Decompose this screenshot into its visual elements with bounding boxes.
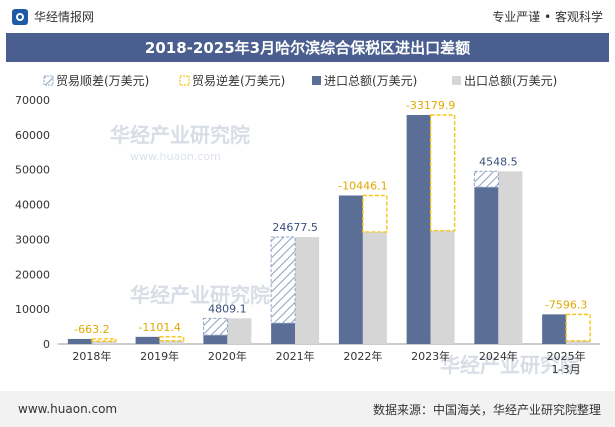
- bar-export: [227, 318, 252, 344]
- axes: 0 10000 20000 30000 40000 50000 60000 70000 2018…: [15, 94, 600, 376]
- tagline: 专业严谨 • 客观科学: [492, 10, 603, 24]
- bar-import: [542, 314, 567, 344]
- legend-label: 贸易逆差(万美元): [192, 73, 285, 88]
- y-tick-label: 0: [43, 338, 50, 351]
- bars: [67, 114, 591, 344]
- chart-area: 华经产业研究院 www.huaon.com 华经产业研究院 华经产业研究院 贸易…: [15, 73, 600, 377]
- x-tick-label: 2021年: [276, 349, 315, 363]
- watermark-url: www.huaon.com: [130, 150, 221, 163]
- x-tick-label: 2020年: [208, 349, 247, 363]
- bar-export: [91, 341, 116, 344]
- legend-swatch-deficit: [179, 75, 190, 86]
- data-label: -7596.3: [545, 298, 587, 311]
- data-label: -1101.4: [138, 321, 180, 334]
- bar-import: [338, 195, 363, 344]
- data-label: -663.2: [74, 323, 109, 336]
- bar-surplus: [202, 317, 228, 336]
- site-name: 华经情报网: [34, 10, 95, 24]
- bar-deficit: [91, 338, 117, 342]
- watermark-text: 华经产业研究院: [110, 123, 250, 147]
- bar-surplus: [270, 236, 296, 324]
- footer-source: 数据来源：中国海关，华经产业研究院整理: [372, 402, 601, 417]
- bar-surplus: [473, 170, 499, 188]
- y-tick-label: 60000: [15, 129, 50, 142]
- bar-deficit: [158, 336, 185, 342]
- watermarks: 华经产业研究院 www.huaon.com 华经产业研究院 华经产业研究院: [110, 123, 580, 377]
- chart-title: 2018-2025年3月哈尔滨综合保税区进出口差额: [6, 33, 609, 62]
- legend-swatch-import: [312, 76, 321, 85]
- huajing-logo-icon: [12, 8, 28, 25]
- legend-swatch-surplus: [43, 75, 54, 86]
- y-tick-label: 50000: [15, 164, 50, 177]
- x-tick-label: 2019年: [140, 349, 179, 363]
- bar-import: [203, 335, 228, 344]
- x-tick-label: 2025年: [547, 349, 586, 363]
- data-labels: -663.2 -1101.4 4809.1 24677.5 -10446.1 -33179…: [74, 99, 587, 336]
- x-tick-label: 2018年: [72, 349, 111, 363]
- footer: www.huaon.com 数据来源：中国海关，华经产业研究院整理: [0, 391, 615, 427]
- brand: 华经情报网: [12, 8, 94, 25]
- bar-deficit: [362, 194, 388, 233]
- bar-deficit: [565, 313, 591, 342]
- legend-label: 进口总额(万美元): [324, 74, 417, 88]
- footer-url: www.huaon.com: [18, 402, 118, 416]
- bar-import: [67, 338, 92, 344]
- data-label: -10446.1: [338, 180, 387, 193]
- bar-import: [135, 336, 160, 344]
- bar-import: [271, 323, 296, 344]
- bar-export: [362, 231, 387, 344]
- bar-export: [498, 171, 523, 344]
- watermark-text: 华经产业研究院: [130, 283, 270, 307]
- y-tick-label: 70000: [15, 94, 50, 107]
- bar-deficit: [429, 114, 456, 232]
- top-bar: 华经情报网 专业严谨 • 客观科学: [0, 0, 615, 33]
- y-tick-label: 20000: [15, 268, 50, 281]
- data-label: 4809.1: [208, 302, 247, 315]
- legend: 贸易顺差(万美元) 贸易逆差(万美元) 进口总额(万美元) 出口总额(万美元): [43, 73, 557, 88]
- data-label: -33179.9: [406, 99, 455, 112]
- bar-import: [406, 114, 431, 344]
- legend-swatch-export: [452, 76, 461, 85]
- legend-label: 出口总额(万美元): [464, 74, 557, 88]
- bar-export: [295, 237, 320, 344]
- bar-export: [566, 340, 591, 344]
- watermark-text: 华经产业研究院: [440, 353, 580, 377]
- y-tick-label: 30000: [15, 233, 50, 246]
- x-tick-label: 2024年: [479, 349, 518, 363]
- data-label: 4548.5: [479, 155, 518, 168]
- x-tick-label: 2022年: [343, 349, 382, 363]
- x-tick-label: 1-3月: [552, 363, 581, 376]
- bar-export: [430, 230, 455, 344]
- bar-import: [474, 187, 499, 344]
- y-tick-label: 40000: [15, 199, 50, 212]
- bar-export: [159, 340, 184, 344]
- x-tick-label: 2023年: [411, 349, 450, 363]
- legend-label: 贸易顺差(万美元): [56, 74, 149, 88]
- data-label: 24677.5: [272, 221, 318, 234]
- y-tick-label: 10000: [15, 303, 50, 316]
